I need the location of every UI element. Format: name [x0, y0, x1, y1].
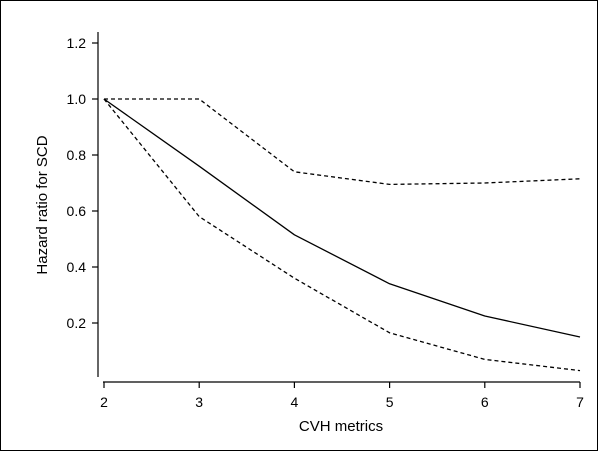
tick-layer: 0.2 0.4 0.6 0.8 1.0 1.2 2 3 4 5 6 7 [67, 35, 585, 410]
y-tick-label: 0.6 [67, 203, 87, 219]
y-tick-label: 1.2 [67, 35, 87, 51]
y-tick-label: 1.0 [67, 91, 87, 107]
x-tick-label: 3 [195, 394, 203, 410]
y-axis-title: Hazard ratio for SCD [34, 135, 51, 274]
hazard-ratio-line-0 [103, 98, 581, 338]
axes-layer [97, 32, 580, 383]
y-tick-label: 0.2 [67, 315, 87, 331]
x-tick-label: 2 [100, 394, 108, 410]
x-axis-title: CVH metrics [299, 418, 383, 435]
plot-layer [103, 98, 581, 372]
y-tick-label: 0.4 [67, 259, 87, 275]
x-tick-label: 5 [386, 394, 394, 410]
x-tick-label: 7 [576, 394, 584, 410]
x-tick-label: 6 [481, 394, 489, 410]
ci-bound-line-1 [104, 98, 581, 186]
y-tick-label: 0.8 [67, 147, 87, 163]
ci-bound-line-2 [103, 98, 581, 372]
x-tick-label: 4 [291, 394, 299, 410]
